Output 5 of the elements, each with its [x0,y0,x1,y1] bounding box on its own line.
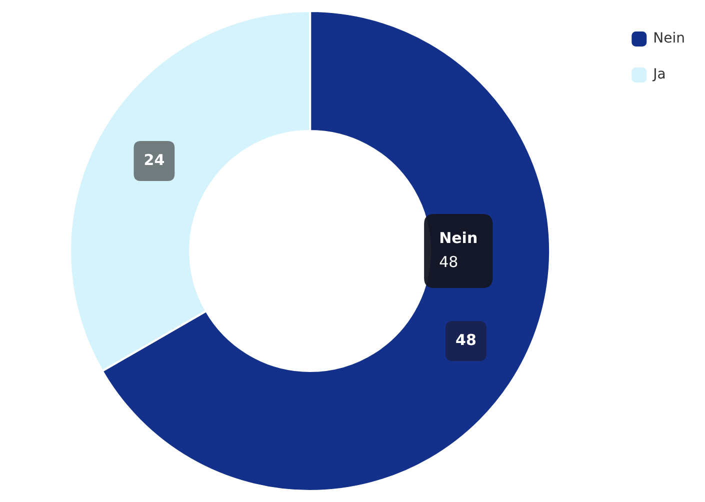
text: Nein 48 [439,228,478,271]
data-label: 48 [456,330,476,349]
data-label: 24 [144,150,165,169]
legend-label: Ja [652,66,666,83]
legend-label: Nein [653,30,686,47]
